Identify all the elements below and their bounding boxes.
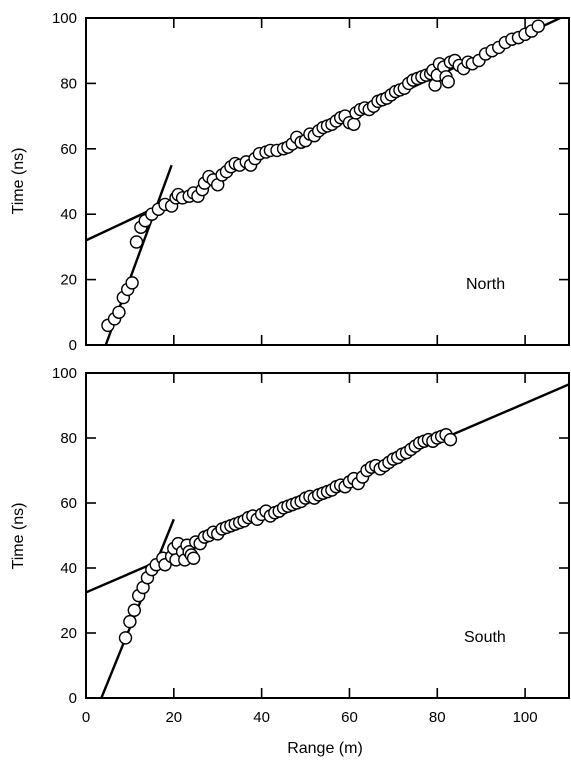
south-y-tick-label: 80 bbox=[60, 430, 77, 447]
south-x-tick-label: 0 bbox=[82, 709, 90, 726]
south-data-point bbox=[127, 603, 142, 617]
north-y-tick-label: 0 bbox=[69, 337, 77, 354]
north-ticks bbox=[86, 18, 569, 345]
x-axis-title: Range (m) bbox=[287, 740, 363, 757]
north-panel-label: North bbox=[466, 276, 505, 293]
north-y-tick-label: 20 bbox=[60, 272, 77, 289]
north-data-point bbox=[347, 117, 361, 131]
north-points bbox=[101, 19, 545, 333]
south-plot-frame bbox=[85, 372, 570, 699]
north-y-tick-label: 100 bbox=[52, 10, 77, 27]
north-fit-lines bbox=[86, 18, 561, 345]
south-x-tick-labels: 0 20 40 60 80 100 bbox=[82, 709, 538, 726]
south-x-tick-label: 60 bbox=[341, 709, 358, 726]
south-points bbox=[118, 428, 458, 645]
south-y-tick-labels: 0 20 40 60 80 100 bbox=[52, 365, 77, 707]
north-y-tick-label: 60 bbox=[60, 141, 77, 158]
north-data-point bbox=[441, 75, 455, 89]
south-data-point bbox=[123, 614, 137, 629]
north-y-axis-title: Time (ns) bbox=[10, 148, 27, 215]
north-panel: 0 20 40 60 80 100 Time (ns) North bbox=[10, 10, 570, 354]
south-data-point bbox=[118, 631, 133, 645]
north-y-tick-labels: 0 20 40 60 80 100 bbox=[52, 10, 77, 354]
south-fit-lines bbox=[86, 383, 569, 698]
south-x-tick-label: 80 bbox=[429, 709, 446, 726]
south-panel-label: South bbox=[464, 629, 506, 646]
south-y-tick-label: 40 bbox=[60, 560, 77, 577]
north-data-point bbox=[112, 305, 126, 319]
south-data-point bbox=[443, 432, 458, 447]
south-y-axis-title: Time (ns) bbox=[10, 503, 27, 570]
south-y-tick-label: 60 bbox=[60, 495, 77, 512]
north-data-point bbox=[129, 235, 144, 249]
south-ticks bbox=[86, 373, 569, 698]
south-y-tick-label: 0 bbox=[69, 690, 77, 707]
north-data-point bbox=[125, 276, 139, 290]
north-y-tick-label: 80 bbox=[60, 75, 77, 92]
south-y-tick-label: 20 bbox=[60, 625, 77, 642]
north-y-tick-label: 40 bbox=[60, 206, 77, 223]
north-data-point bbox=[531, 19, 545, 33]
south-x-tick-label: 100 bbox=[513, 709, 538, 726]
south-x-tick-label: 20 bbox=[165, 709, 182, 726]
south-x-tick-label: 40 bbox=[253, 709, 270, 726]
south-panel: 0 20 40 60 80 100 0 20 40 60 80 100 Time (ns) Sout… bbox=[10, 365, 570, 757]
north-plot-frame bbox=[85, 17, 570, 346]
south-data-point bbox=[186, 551, 201, 565]
south-y-tick-label: 100 bbox=[52, 365, 77, 382]
